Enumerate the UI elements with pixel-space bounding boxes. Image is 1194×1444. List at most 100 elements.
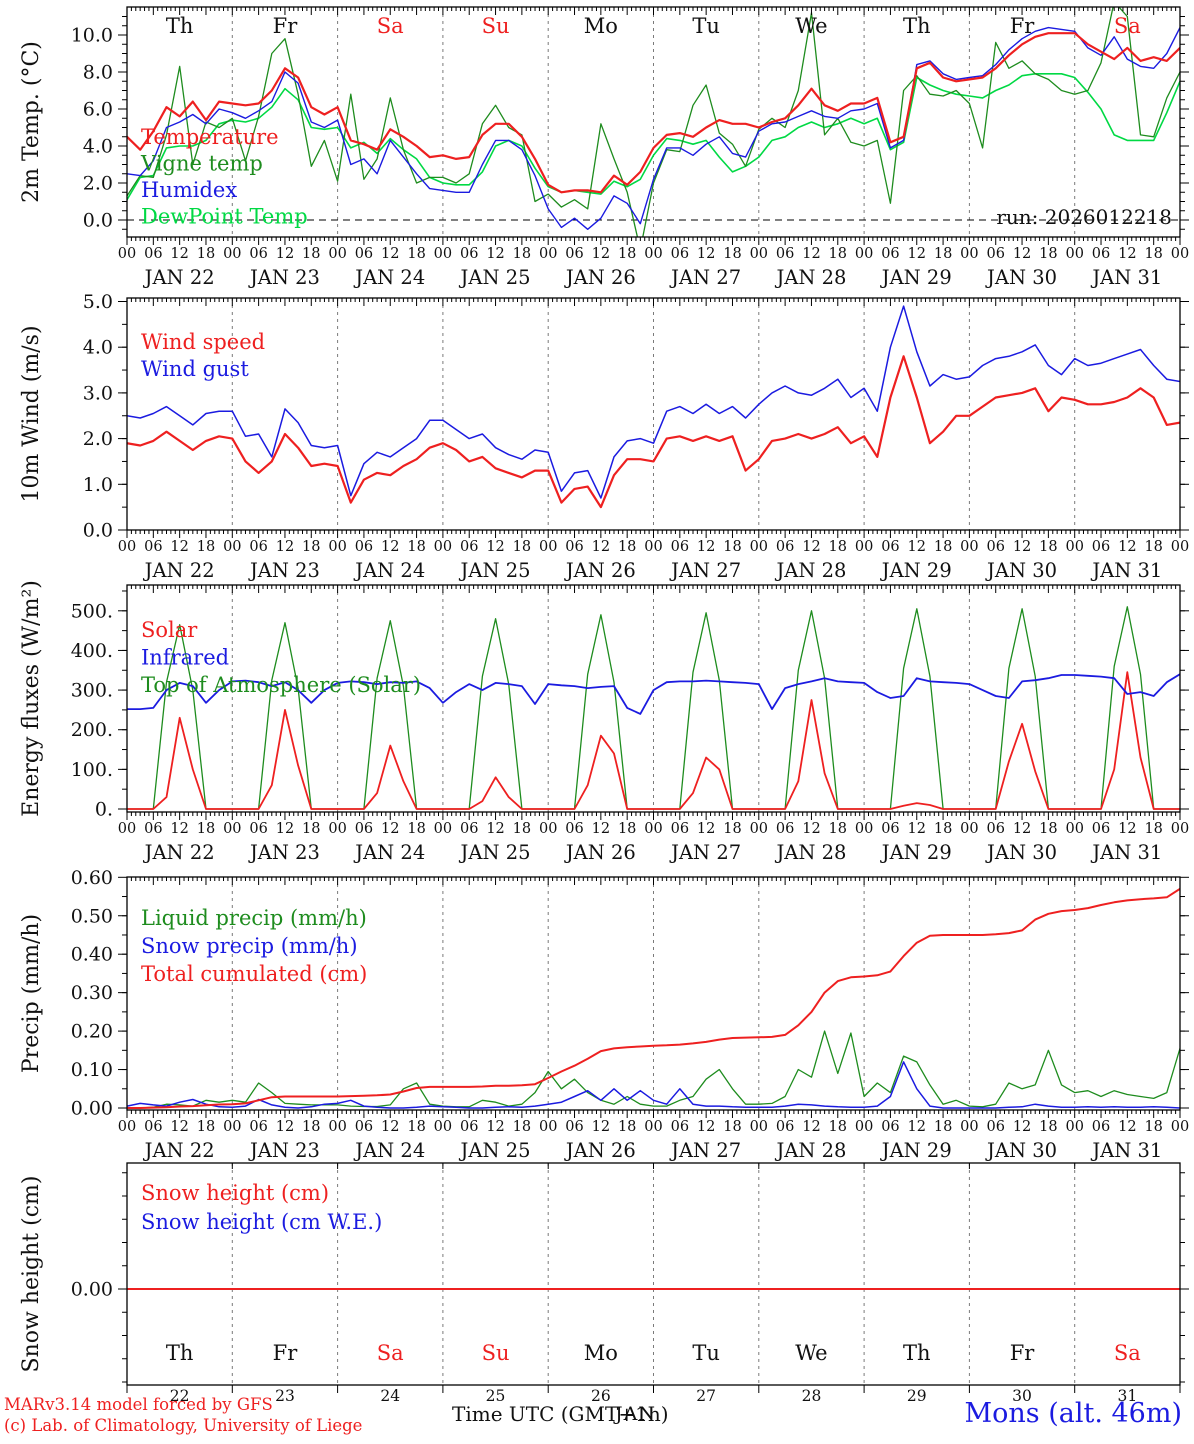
- svg-text:0.60: 0.60: [71, 867, 113, 889]
- svg-text:12: 12: [697, 1119, 715, 1135]
- svg-text:18: 18: [197, 821, 215, 837]
- svg-text:2.0: 2.0: [83, 428, 113, 450]
- svg-text:8.0: 8.0: [83, 62, 113, 84]
- svg-text:300.: 300.: [71, 680, 113, 702]
- svg-text:00: 00: [118, 1119, 136, 1135]
- svg-text:Mo: Mo: [584, 14, 618, 38]
- svg-text:JAN 29: JAN 29: [880, 841, 952, 864]
- svg-text:00: 00: [750, 246, 768, 262]
- svg-text:We: We: [795, 1341, 827, 1365]
- svg-text:JAN 31: JAN 31: [1090, 559, 1162, 582]
- svg-text:JAN 26: JAN 26: [564, 559, 636, 582]
- svg-text:JAN 25: JAN 25: [459, 266, 531, 289]
- legend-dewpoint-temp: DewPoint Temp: [141, 205, 308, 229]
- svg-text:06: 06: [881, 539, 899, 555]
- svg-text:00: 00: [434, 1119, 452, 1135]
- svg-text:500.: 500.: [71, 600, 113, 622]
- svg-text:00: 00: [855, 1119, 873, 1135]
- svg-text:06: 06: [1092, 821, 1110, 837]
- svg-text:12: 12: [486, 821, 504, 837]
- svg-text:12: 12: [170, 1119, 188, 1135]
- svg-text:18: 18: [723, 821, 741, 837]
- svg-text:06: 06: [1092, 246, 1110, 262]
- svg-text:12: 12: [802, 246, 820, 262]
- svg-text:JAN 29: JAN 29: [880, 559, 952, 582]
- svg-text:18: 18: [1144, 1119, 1162, 1135]
- svg-text:18: 18: [934, 539, 952, 555]
- svg-text:12: 12: [276, 821, 294, 837]
- svg-text:JAN 25: JAN 25: [459, 559, 531, 582]
- svg-text:18: 18: [407, 1119, 425, 1135]
- svg-text:12: 12: [592, 821, 610, 837]
- series-total-cumulated-cm--line: [127, 887, 1180, 1109]
- hour-labels: 00 06 12 18 00 06 12 18 00 06 12 18 00 06 12 18 00 06 12 18…: [118, 821, 1189, 837]
- svg-text:JAN 23: JAN 23: [248, 559, 320, 582]
- svg-text:12: 12: [1118, 539, 1136, 555]
- svg-text:00: 00: [960, 539, 978, 555]
- day-name-labels: Th Fr Sa Su Mo Tu We Th Fr Sa: [166, 1341, 1141, 1365]
- svg-text:06: 06: [986, 1119, 1004, 1135]
- svg-text:06: 06: [249, 1119, 267, 1135]
- svg-text:12: 12: [908, 246, 926, 262]
- svg-text:30: 30: [1012, 1387, 1032, 1405]
- svg-text:06: 06: [881, 1119, 899, 1135]
- svg-text:0.00: 0.00: [71, 1279, 113, 1301]
- svg-text:JAN 22: JAN 22: [143, 559, 215, 582]
- svg-text:00: 00: [855, 246, 873, 262]
- y-axis-title: 2m Temp. (°C): [19, 41, 44, 203]
- legend-temperature: Temperature: [141, 125, 279, 149]
- svg-text:06: 06: [776, 1119, 794, 1135]
- svg-text:24: 24: [380, 1387, 400, 1405]
- series-infrared-line: [127, 673, 1180, 715]
- svg-text:JAN 30: JAN 30: [985, 266, 1057, 289]
- svg-text:Th: Th: [903, 1341, 931, 1365]
- svg-text:4.0: 4.0: [83, 136, 113, 158]
- axis-ticks: [118, 876, 1189, 1118]
- svg-text:12: 12: [697, 821, 715, 837]
- svg-text:JAN 22: JAN 22: [143, 841, 215, 864]
- y-axis-title: Precip (mm/h): [19, 914, 44, 1073]
- svg-text:00: 00: [1171, 539, 1189, 555]
- svg-text:JAN 24: JAN 24: [353, 841, 425, 864]
- svg-text:0.: 0.: [95, 799, 113, 821]
- svg-text:18: 18: [513, 246, 531, 262]
- svg-text:3.0: 3.0: [83, 382, 113, 404]
- svg-text:18: 18: [1039, 539, 1057, 555]
- svg-text:18: 18: [1144, 821, 1162, 837]
- svg-text:06: 06: [249, 539, 267, 555]
- svg-text:2.0: 2.0: [83, 173, 113, 195]
- panel-border: [126, 297, 1181, 531]
- svg-text:12: 12: [1013, 539, 1031, 555]
- svg-text:Su: Su: [482, 14, 510, 38]
- svg-text:0.50: 0.50: [71, 905, 113, 927]
- svg-text:JAN 24: JAN 24: [353, 1139, 425, 1162]
- svg-text:00: 00: [960, 821, 978, 837]
- svg-text:06: 06: [460, 246, 478, 262]
- svg-text:JAN 22: JAN 22: [143, 266, 215, 289]
- svg-text:06: 06: [986, 539, 1004, 555]
- svg-text:06: 06: [776, 821, 794, 837]
- svg-text:18: 18: [829, 1119, 847, 1135]
- svg-text:18: 18: [302, 539, 320, 555]
- svg-text:Th: Th: [903, 14, 931, 38]
- svg-text:0.30: 0.30: [71, 982, 113, 1004]
- svg-text:0.40: 0.40: [71, 944, 113, 966]
- svg-text:Sa: Sa: [377, 1341, 404, 1365]
- svg-text:18: 18: [302, 1119, 320, 1135]
- svg-text:00: 00: [328, 246, 346, 262]
- svg-text:00: 00: [1171, 246, 1189, 262]
- y-axis-title: 10m Wind (m/s): [19, 325, 44, 502]
- svg-text:18: 18: [829, 246, 847, 262]
- legend: Liquid precip (mm/h) Snow precip (mm/h) To…: [141, 906, 367, 986]
- svg-text:00: 00: [118, 246, 136, 262]
- day-gridlines: [231, 7, 1076, 237]
- svg-text:0.00: 0.00: [71, 1098, 113, 1120]
- series-dewpoint-temp-line: [127, 73, 1180, 201]
- svg-text:JAN 23: JAN 23: [248, 841, 320, 864]
- svg-text:00: 00: [539, 821, 557, 837]
- svg-text:00: 00: [223, 246, 241, 262]
- svg-text:18: 18: [934, 1119, 952, 1135]
- svg-text:00: 00: [223, 1119, 241, 1135]
- date-labels: JAN 22 JAN 23 JAN 24 JAN 25 JAN 26 JAN 27 JAN …: [143, 1139, 1163, 1162]
- svg-text:400.: 400.: [71, 640, 113, 662]
